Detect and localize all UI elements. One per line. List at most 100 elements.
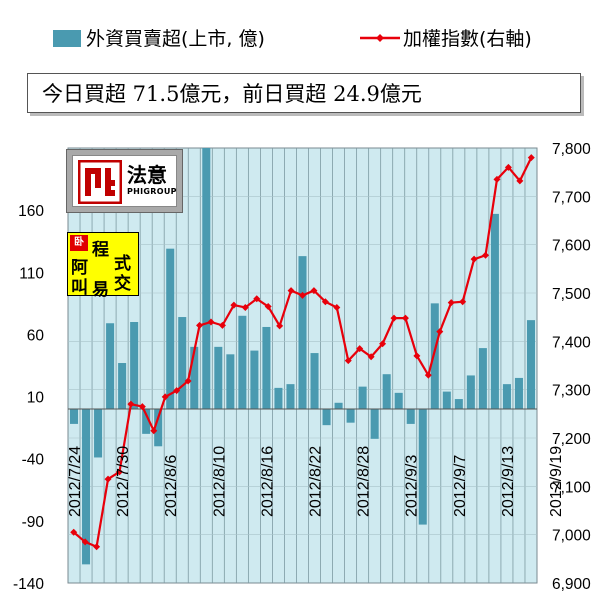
bar bbox=[178, 317, 187, 409]
bar bbox=[82, 409, 91, 565]
y-left-tick-label: -90 bbox=[22, 514, 45, 531]
index-point bbox=[356, 345, 364, 353]
bar bbox=[358, 386, 367, 409]
index-point bbox=[138, 403, 146, 411]
phigroup-sub: PHIGROUP bbox=[127, 187, 177, 196]
index-point bbox=[161, 393, 169, 401]
bar bbox=[310, 353, 319, 409]
x-tick-label: 2012/9/7 bbox=[452, 455, 469, 517]
index-point bbox=[379, 340, 387, 348]
bar bbox=[502, 384, 511, 409]
bar bbox=[526, 320, 535, 409]
logo-seal-icon: 卧 bbox=[70, 235, 88, 251]
bar bbox=[70, 409, 79, 424]
phigroup-seal-icon bbox=[78, 160, 122, 204]
bar bbox=[442, 391, 451, 409]
logo-char-5: 交 bbox=[114, 274, 131, 294]
x-gridlines bbox=[79, 148, 526, 583]
bar bbox=[394, 392, 403, 409]
y-right-tick-label: 7,200 bbox=[552, 431, 591, 448]
y-right-tick-label: 7,700 bbox=[552, 189, 591, 206]
index-point bbox=[344, 357, 352, 365]
bar bbox=[202, 148, 211, 409]
index-point bbox=[207, 318, 215, 326]
bar bbox=[154, 409, 163, 447]
program-trading-logo: 卧 阿 叫 程 式 交 易 bbox=[67, 232, 139, 300]
bar bbox=[466, 375, 475, 409]
index-point bbox=[401, 314, 409, 322]
bar bbox=[262, 326, 271, 409]
bar bbox=[238, 315, 247, 409]
index-point bbox=[173, 387, 181, 395]
bar-series bbox=[70, 148, 535, 565]
logo-char-1: 阿 bbox=[71, 258, 88, 278]
logo-char-4: 式 bbox=[114, 254, 131, 274]
index-point bbox=[436, 328, 444, 336]
index-point bbox=[493, 175, 501, 183]
legend-line-marker bbox=[376, 34, 384, 42]
bar bbox=[226, 354, 235, 409]
bar bbox=[190, 346, 199, 409]
y-right-axis: 6,900 7,000 7,100 7,200 7,300 7,400 7,500 7,600… bbox=[552, 141, 591, 593]
bar bbox=[118, 363, 127, 409]
x-tick-label: 2012/8/16 bbox=[259, 446, 276, 517]
y-right-tick-label: 7,800 bbox=[552, 141, 591, 158]
index-point bbox=[196, 321, 204, 329]
summary-box: 今日買超 71.5億元，前日買超 24.9億元 bbox=[27, 73, 581, 113]
y-left-axis: -140 -90 -40 10 60 110 160 bbox=[13, 203, 44, 593]
bar bbox=[490, 213, 499, 409]
index-point bbox=[70, 528, 78, 536]
x-tick-label: 2012/7/24 bbox=[67, 446, 84, 517]
index-point bbox=[459, 298, 467, 306]
index-point bbox=[241, 304, 249, 311]
phigroup-name: 法意 bbox=[127, 163, 167, 187]
bar bbox=[454, 399, 463, 409]
bar bbox=[286, 384, 295, 409]
index-point bbox=[150, 427, 158, 435]
bar bbox=[274, 387, 283, 409]
y-right-tick-label: 7,400 bbox=[552, 334, 591, 351]
index-point bbox=[482, 251, 490, 259]
y-left-tick-label: -140 bbox=[13, 576, 44, 593]
index-point bbox=[299, 291, 306, 299]
logo-char-6: 易 bbox=[92, 280, 109, 300]
index-point bbox=[516, 177, 524, 185]
y-left-tick-label: -40 bbox=[22, 452, 45, 469]
bar bbox=[478, 348, 487, 409]
x-tick-label: 2012/9/13 bbox=[500, 446, 517, 517]
index-point bbox=[390, 314, 398, 322]
index-point bbox=[81, 538, 89, 546]
index-point bbox=[127, 400, 135, 408]
x-tick-label: 2012/8/6 bbox=[163, 455, 180, 517]
index-point bbox=[276, 322, 284, 330]
bar bbox=[166, 248, 175, 409]
x-tick-label: 2012/8/28 bbox=[356, 446, 373, 517]
x-tick-label: 2012/8/10 bbox=[211, 446, 228, 517]
bar bbox=[406, 409, 415, 424]
bar bbox=[142, 409, 151, 434]
bar bbox=[322, 409, 331, 426]
index-point bbox=[447, 299, 455, 307]
y-right-tick-label: 7,600 bbox=[552, 238, 591, 255]
legend-line-label: 加權指數(右軸) bbox=[403, 28, 532, 50]
bar bbox=[94, 409, 103, 458]
y-right-tick-label: 7,300 bbox=[552, 383, 591, 400]
index-point bbox=[424, 371, 432, 379]
y-right-tick-label: 7,100 bbox=[552, 479, 591, 496]
x-tick-label: 2012/9/3 bbox=[404, 455, 421, 517]
bar bbox=[250, 350, 259, 409]
index-point bbox=[253, 295, 261, 303]
logo-char-2: 叫 bbox=[71, 278, 88, 298]
index-point bbox=[504, 163, 512, 171]
bar bbox=[514, 377, 523, 409]
line-series bbox=[70, 154, 535, 551]
x-tick-label: 2012/9/19 bbox=[548, 446, 565, 517]
logo-char-3: 程 bbox=[92, 240, 109, 260]
bar bbox=[430, 303, 439, 409]
bar bbox=[346, 409, 355, 423]
index-point bbox=[218, 321, 226, 329]
index-point bbox=[413, 352, 421, 360]
index-point bbox=[527, 154, 535, 162]
index-point bbox=[333, 304, 341, 311]
